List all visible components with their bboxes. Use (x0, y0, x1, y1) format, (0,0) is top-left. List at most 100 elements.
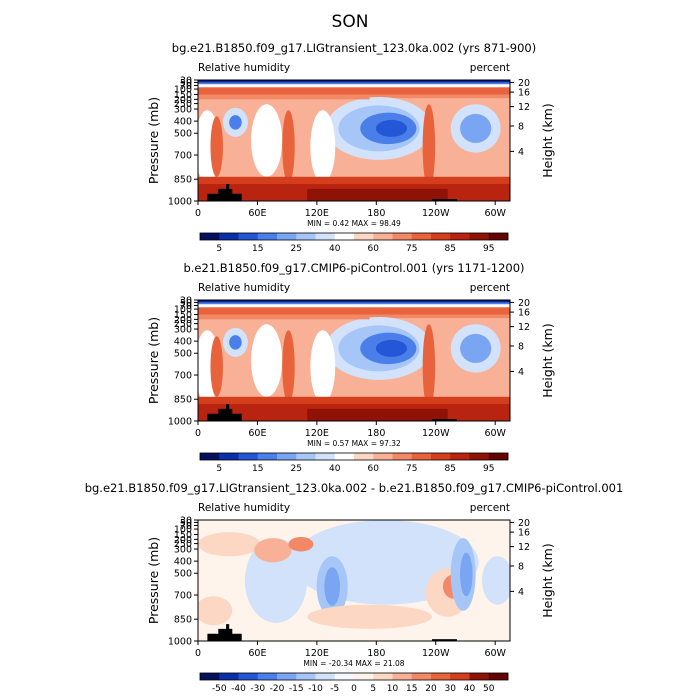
colorbar-swatch (315, 233, 336, 240)
y-tick-label: 70 (180, 301, 192, 312)
colorbar-swatch (450, 673, 470, 680)
colorbar-swatch (450, 233, 470, 240)
colorbar-label: 20 (425, 684, 437, 694)
y-right-tick-label: 16 (518, 528, 530, 539)
y-right-tick-label: 20 (518, 518, 530, 529)
colorbar-swatch (238, 233, 259, 240)
colorbar-swatch (488, 673, 509, 680)
colorbar-swatch (431, 453, 451, 460)
x-tick-label: 180 (367, 648, 385, 659)
y-tick-label: 250 (174, 99, 192, 110)
y-tick-label: 250 (174, 539, 192, 550)
y-tick-label: 300 (174, 105, 192, 116)
colorbar-label: 0 (351, 684, 357, 694)
panel-1: bg.e21.B1850.f09_g17.LIGtransient_123.0k… (146, 41, 555, 254)
colorbar-label: 75 (406, 244, 417, 254)
y-tick-label: 400 (174, 117, 192, 128)
min-max-label: MIN = -20.34 MAX = 21.08 (303, 659, 404, 668)
colorbar-label: -40 (231, 684, 246, 694)
topography (432, 419, 457, 421)
y-right-tick-label: 16 (518, 308, 530, 319)
y-right-axis-label: Height (km) (540, 323, 555, 397)
panel-title: bg.e21.B1850.f09_g17.LIGtransient_123.0k… (172, 41, 536, 55)
colorbar-swatch (411, 673, 432, 680)
colorbar-swatch (469, 453, 490, 460)
y-tick-label: 700 (174, 371, 192, 382)
colorbar-swatch (200, 453, 220, 460)
x-tick-label: 120W (422, 428, 450, 439)
y-tick-label: 400 (174, 557, 192, 568)
colorbar-label: 25 (291, 244, 302, 254)
y-axis-label: Pressure (mb) (146, 97, 161, 184)
x-tick-label: 60W (484, 648, 506, 659)
y-right-tick-label: 4 (518, 587, 524, 598)
colorbar-label: 50 (483, 684, 495, 694)
colorbar-label: -50 (212, 684, 227, 694)
colorbar-swatch (334, 233, 355, 240)
colorbar-swatch (296, 673, 316, 680)
colorbar-swatch (488, 453, 509, 460)
colorbar-label: 30 (445, 684, 457, 694)
colorbar-label: 40 (329, 464, 341, 474)
colorbar-label: 95 (483, 464, 494, 474)
y-tick-label: 200 (174, 95, 192, 106)
y-right-tick-label: 12 (518, 322, 530, 333)
y-tick-label: 850 (174, 175, 192, 186)
y-tick-label: 150 (174, 530, 192, 541)
colorbar-swatch (392, 673, 413, 680)
plot-frame (197, 299, 511, 422)
panel-title: bg.e21.B1850.f09_g17.LIGtransient_123.0k… (85, 481, 624, 495)
colorbar-swatch (392, 453, 413, 460)
y-tick-label: 150 (174, 310, 192, 321)
colorbar-swatch (296, 233, 316, 240)
colorbar-label: 85 (445, 464, 456, 474)
colorbar-swatch (277, 453, 297, 460)
y-tick-label: 850 (174, 395, 192, 406)
panel-title: b.e21.B1850.f09_g17.CMIP6-piControl.001 … (183, 261, 524, 275)
variable-label: Relative humidity (198, 502, 290, 514)
y-tick-label: 100 (174, 85, 192, 96)
y-tick-label: 850 (174, 615, 192, 626)
colorbar-label: -30 (250, 684, 265, 694)
topography (432, 199, 457, 201)
page-title: SON (332, 12, 369, 32)
y-tick-label: 1000 (168, 637, 192, 648)
colorbar-label: 25 (291, 464, 302, 474)
min-max-label: MIN = 0.57 MAX = 97.32 (307, 439, 401, 448)
topography (198, 404, 242, 421)
colorbar-swatch (200, 673, 220, 680)
colorbar-swatch (373, 233, 393, 240)
colorbar-label: 15 (252, 244, 263, 254)
colorbar-swatch (411, 453, 432, 460)
x-tick-label: 120W (422, 648, 450, 659)
y-tick-label: 500 (174, 349, 192, 360)
colorbar-swatch (238, 673, 259, 680)
topography (432, 639, 457, 641)
y-tick-label: 70 (180, 81, 192, 92)
x-tick-label: 60E (248, 208, 266, 219)
colorbar-swatch (200, 233, 220, 240)
y-right-axis-label: Height (km) (540, 103, 555, 177)
x-tick-label: 60E (248, 428, 266, 439)
y-axis-label: Pressure (mb) (146, 537, 161, 624)
x-tick-label: 0 (195, 648, 201, 659)
y-right-tick-label: 8 (518, 341, 524, 352)
colorbar-label: -10 (308, 684, 323, 694)
colorbar-swatch (219, 453, 239, 460)
x-tick-label: 60W (484, 208, 506, 219)
colorbar-swatch (315, 673, 336, 680)
colorbar-swatch (411, 233, 432, 240)
colorbar-swatch (257, 233, 278, 240)
x-tick-label: 180 (367, 428, 385, 439)
topography (198, 624, 242, 641)
x-tick-label: 0 (195, 428, 201, 439)
colorbar-label: 10 (387, 684, 399, 694)
y-tick-label: 50 (180, 298, 192, 309)
x-tick-label: 0 (195, 208, 201, 219)
y-tick-label: 30 (180, 516, 192, 527)
y-tick-label: 70 (180, 521, 192, 532)
colorbar-label: 15 (252, 464, 263, 474)
colorbar-swatch (257, 673, 278, 680)
y-tick-label: 300 (174, 545, 192, 556)
y-tick-label: 250 (174, 319, 192, 330)
